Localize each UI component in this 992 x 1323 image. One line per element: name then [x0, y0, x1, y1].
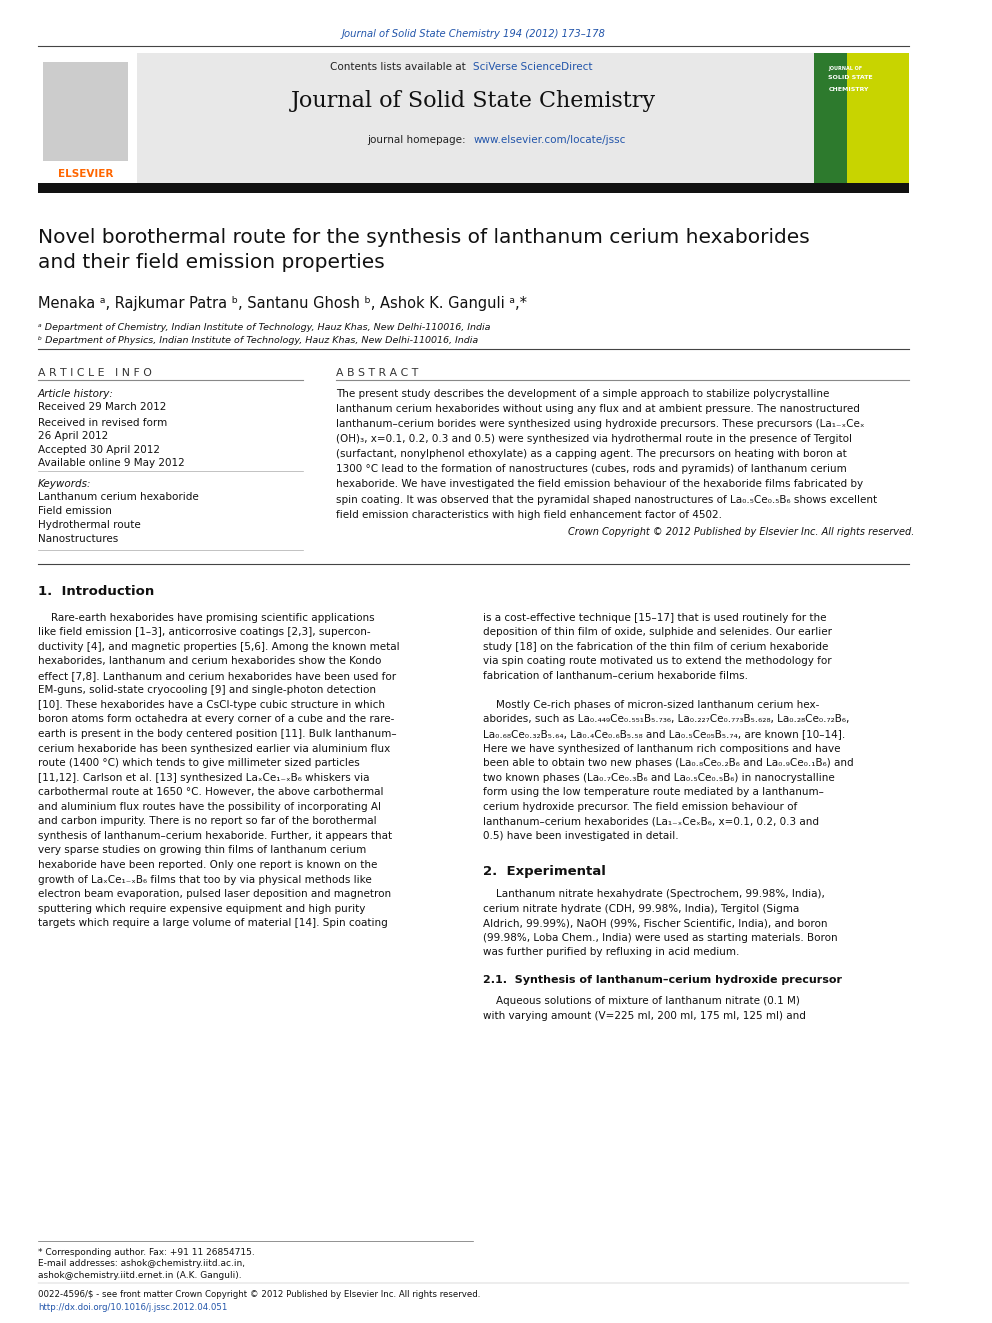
Text: Nanostructures: Nanostructures: [38, 533, 118, 544]
Text: cerium hydroxide precursor. The field emission behaviour of: cerium hydroxide precursor. The field em…: [483, 802, 798, 812]
Text: E-mail addresses: ashok@chemistry.iitd.ac.in,: E-mail addresses: ashok@chemistry.iitd.a…: [38, 1259, 245, 1269]
Text: hexaboride have been reported. Only one report is known on the: hexaboride have been reported. Only one …: [38, 860, 377, 871]
Text: lanthanum cerium hexaborides without using any flux and at ambient pressure. The: lanthanum cerium hexaborides without usi…: [336, 404, 860, 414]
Text: Crown Copyright © 2012 Published by Elsevier Inc. All rights reserved.: Crown Copyright © 2012 Published by Else…: [568, 528, 915, 537]
Text: (99.98%, Loba Chem., India) were used as starting materials. Boron: (99.98%, Loba Chem., India) were used as…: [483, 933, 837, 943]
Text: Field emission: Field emission: [38, 505, 112, 516]
Text: journal homepage:: journal homepage:: [367, 135, 468, 146]
Text: Journal of Solid State Chemistry: Journal of Solid State Chemistry: [291, 90, 656, 112]
Text: www.elsevier.com/locate/jssc: www.elsevier.com/locate/jssc: [473, 135, 626, 146]
Text: Accepted 30 April 2012: Accepted 30 April 2012: [38, 445, 160, 455]
Text: like field emission [1–3], anticorrosive coatings [2,3], supercon-: like field emission [1–3], anticorrosive…: [38, 627, 370, 638]
Text: Contents lists available at: Contents lists available at: [329, 62, 468, 73]
Text: ashok@chemistry.iitd.ernet.in (A.K. Ganguli).: ashok@chemistry.iitd.ernet.in (A.K. Gang…: [38, 1271, 241, 1281]
Text: SciVerse ScienceDirect: SciVerse ScienceDirect: [473, 62, 593, 73]
Text: ductivity [4], and magnetic properties [5,6]. Among the known metal: ductivity [4], and magnetic properties […: [38, 642, 400, 652]
FancyBboxPatch shape: [43, 62, 128, 161]
Text: Lanthanum nitrate hexahydrate (Spectrochem, 99.98%, India),: Lanthanum nitrate hexahydrate (Spectroch…: [483, 889, 824, 900]
Text: Lanthanum cerium hexaboride: Lanthanum cerium hexaboride: [38, 492, 198, 503]
Text: and carbon impurity. There is no report so far of the borothermal: and carbon impurity. There is no report …: [38, 816, 377, 827]
Text: EM-guns, solid-state cryocooling [9] and single-photon detection: EM-guns, solid-state cryocooling [9] and…: [38, 685, 376, 696]
Text: hexaboride. We have investigated the field emission behaviour of the hexaboride : hexaboride. We have investigated the fie…: [336, 479, 863, 490]
Text: ᵇ Department of Physics, Indian Institute of Technology, Hauz Khas, New Delhi-11: ᵇ Department of Physics, Indian Institut…: [38, 336, 478, 345]
Text: La₀.₆₈Ce₀.₃₂B₅.₆₄, La₀.₄Ce₀.₆B₅.₅₈ and La₀.₅Ce₀₅B₅.₇₄, are known [10–14].: La₀.₆₈Ce₀.₃₂B₅.₆₄, La₀.₄Ce₀.₆B₅.₅₈ and L…: [483, 729, 845, 740]
Text: SOLID STATE: SOLID STATE: [828, 75, 873, 81]
Text: aborides, such as La₀.₄₄₉Ce₀.₅₅₁B₅.₇₃₆, La₀.₂₂₇Ce₀.₇₇₃B₅.₆₂₈, La₀.₂₈Ce₀.₇₂B₆,: aborides, such as La₀.₄₄₉Ce₀.₅₅₁B₅.₇₃₆, …: [483, 714, 849, 725]
Text: sputtering which require expensive equipment and high purity: sputtering which require expensive equip…: [38, 904, 365, 914]
Text: Received in revised form: Received in revised form: [38, 418, 167, 429]
Text: Novel borothermal route for the synthesis of lanthanum cerium hexaborides
and th: Novel borothermal route for the synthesi…: [38, 228, 809, 271]
FancyBboxPatch shape: [38, 183, 909, 193]
Text: Journal of Solid State Chemistry 194 (2012) 173–178: Journal of Solid State Chemistry 194 (20…: [341, 29, 605, 40]
Text: ELSEVIER: ELSEVIER: [58, 168, 113, 179]
Text: Aqueous solutions of mixture of lanthanum nitrate (0.1 M): Aqueous solutions of mixture of lanthanu…: [483, 996, 800, 1007]
Text: is a cost-effective technique [15–17] that is used routinely for the: is a cost-effective technique [15–17] th…: [483, 613, 826, 623]
Text: Menaka ᵃ, Rajkumar Patra ᵇ, Santanu Ghosh ᵇ, Ashok K. Ganguli ᵃ,*: Menaka ᵃ, Rajkumar Patra ᵇ, Santanu Ghos…: [38, 296, 527, 311]
Text: hexaborides, lanthanum and cerium hexaborides show the Kondo: hexaborides, lanthanum and cerium hexabo…: [38, 656, 381, 667]
Text: [11,12]. Carlson et al. [13] synthesized LaₓCe₁₋ₓB₆ whiskers via: [11,12]. Carlson et al. [13] synthesized…: [38, 773, 369, 783]
Text: Received 29 March 2012: Received 29 March 2012: [38, 402, 167, 413]
Text: synthesis of lanthanum–cerium hexaboride. Further, it appears that: synthesis of lanthanum–cerium hexaboride…: [38, 831, 392, 841]
FancyBboxPatch shape: [137, 53, 814, 183]
Text: growth of LaₓCe₁₋ₓB₆ films that too by via physical methods like: growth of LaₓCe₁₋ₓB₆ films that too by v…: [38, 875, 372, 885]
Text: 1300 °C lead to the formation of nanostructures (cubes, rods and pyramids) of la: 1300 °C lead to the formation of nanostr…: [336, 464, 847, 475]
Text: * Corresponding author. Fax: +91 11 26854715.: * Corresponding author. Fax: +91 11 2685…: [38, 1248, 255, 1257]
Text: via spin coating route motivated us to extend the methodology for: via spin coating route motivated us to e…: [483, 656, 831, 667]
Text: A B S T R A C T: A B S T R A C T: [336, 368, 419, 378]
Text: earth is present in the body centered position [11]. Bulk lanthanum–: earth is present in the body centered po…: [38, 729, 397, 740]
FancyBboxPatch shape: [38, 53, 137, 183]
Text: ᵃ Department of Chemistry, Indian Institute of Technology, Hauz Khas, New Delhi-: ᵃ Department of Chemistry, Indian Instit…: [38, 323, 490, 332]
Text: (OH)₃, x=0.1, 0.2, 0.3 and 0.5) were synthesized via hydrothermal route in the p: (OH)₃, x=0.1, 0.2, 0.3 and 0.5) were syn…: [336, 434, 852, 445]
Text: was further purified by refluxing in acid medium.: was further purified by refluxing in aci…: [483, 947, 739, 958]
Text: 1.  Introduction: 1. Introduction: [38, 585, 154, 598]
Text: route (1400 °C) which tends to give millimeter sized particles: route (1400 °C) which tends to give mill…: [38, 758, 360, 769]
Text: lanthanum–cerium borides were synthesized using hydroxide precursors. These prec: lanthanum–cerium borides were synthesize…: [336, 419, 865, 429]
Text: Article history:: Article history:: [38, 389, 114, 400]
Text: targets which require a large volume of material [14]. Spin coating: targets which require a large volume of …: [38, 918, 388, 929]
Text: Keywords:: Keywords:: [38, 479, 91, 490]
Text: Rare-earth hexaborides have promising scientific applications: Rare-earth hexaborides have promising sc…: [38, 613, 375, 623]
Text: Here we have synthesized of lanthanum rich compositions and have: Here we have synthesized of lanthanum ri…: [483, 744, 840, 754]
Text: electron beam evaporation, pulsed laser deposition and magnetron: electron beam evaporation, pulsed laser …: [38, 889, 391, 900]
Text: 26 April 2012: 26 April 2012: [38, 431, 108, 442]
Text: boron atoms form octahedra at every corner of a cube and the rare-: boron atoms form octahedra at every corn…: [38, 714, 394, 725]
Text: fabrication of lanthanum–cerium hexaboride films.: fabrication of lanthanum–cerium hexabori…: [483, 671, 748, 681]
Text: study [18] on the fabrication of the thin film of cerium hexaboride: study [18] on the fabrication of the thi…: [483, 642, 828, 652]
Text: 0022-4596/$ - see front matter Crown Copyright © 2012 Published by Elsevier Inc.: 0022-4596/$ - see front matter Crown Cop…: [38, 1290, 480, 1299]
Text: Hydrothermal route: Hydrothermal route: [38, 520, 141, 531]
Text: deposition of thin film of oxide, sulphide and selenides. Our earlier: deposition of thin film of oxide, sulphi…: [483, 627, 832, 638]
Text: 2.1.  Synthesis of lanthanum–cerium hydroxide precursor: 2.1. Synthesis of lanthanum–cerium hydro…: [483, 975, 842, 986]
Text: with varying amount (V=225 ml, 200 ml, 175 ml, 125 ml) and: with varying amount (V=225 ml, 200 ml, 1…: [483, 1011, 806, 1021]
FancyBboxPatch shape: [847, 53, 909, 183]
Text: two known phases (La₀.₇Ce₀.₃B₆ and La₀.₅Ce₀.₅B₆) in nanocrystalline: two known phases (La₀.₇Ce₀.₃B₆ and La₀.₅…: [483, 773, 834, 783]
Text: carbothermal route at 1650 °C. However, the above carbothermal: carbothermal route at 1650 °C. However, …: [38, 787, 383, 798]
Text: been able to obtain two new phases (La₀.₈Ce₀.₂B₆ and La₀.₉Ce₀.₁B₆) and: been able to obtain two new phases (La₀.…: [483, 758, 853, 769]
Text: A R T I C L E   I N F O: A R T I C L E I N F O: [38, 368, 152, 378]
Text: very sparse studies on growing thin films of lanthanum cerium: very sparse studies on growing thin film…: [38, 845, 366, 856]
Text: 2.  Experimental: 2. Experimental: [483, 865, 606, 878]
Text: http://dx.doi.org/10.1016/j.jssc.2012.04.051: http://dx.doi.org/10.1016/j.jssc.2012.04…: [38, 1303, 227, 1312]
Text: (surfactant, nonylphenol ethoxylate) as a capping agent. The precursors on heati: (surfactant, nonylphenol ethoxylate) as …: [336, 450, 847, 459]
Text: form using the low temperature route mediated by a lanthanum–: form using the low temperature route med…: [483, 787, 823, 798]
Text: JOURNAL OF: JOURNAL OF: [828, 66, 862, 71]
Text: and aluminium flux routes have the possibility of incorporating Al: and aluminium flux routes have the possi…: [38, 802, 381, 812]
Text: CHEMISTRY: CHEMISTRY: [828, 87, 869, 93]
Text: cerium nitrate hydrate (CDH, 99.98%, India), Tergitol (Sigma: cerium nitrate hydrate (CDH, 99.98%, Ind…: [483, 904, 800, 914]
Text: effect [7,8]. Lanthanum and cerium hexaborides have been used for: effect [7,8]. Lanthanum and cerium hexab…: [38, 671, 396, 681]
Text: lanthanum–cerium hexaborides (La₁₋ₓCeₓB₆, x=0.1, 0.2, 0.3 and: lanthanum–cerium hexaborides (La₁₋ₓCeₓB₆…: [483, 816, 818, 827]
Text: Available online 9 May 2012: Available online 9 May 2012: [38, 458, 185, 468]
Text: 0.5) have been investigated in detail.: 0.5) have been investigated in detail.: [483, 831, 679, 841]
Text: field emission characteristics with high field enhancement factor of 4502.: field emission characteristics with high…: [336, 509, 722, 520]
Text: cerium hexaboride has been synthesized earlier via aluminium flux: cerium hexaboride has been synthesized e…: [38, 744, 390, 754]
FancyBboxPatch shape: [814, 53, 909, 183]
Text: spin coating. It was observed that the pyramidal shaped nanostructures of La₀.₅C: spin coating. It was observed that the p…: [336, 495, 877, 504]
Text: Mostly Ce-rich phases of micron-sized lanthanum cerium hex-: Mostly Ce-rich phases of micron-sized la…: [483, 700, 819, 710]
Text: Aldrich, 99.99%), NaOH (99%, Fischer Scientific, India), and boron: Aldrich, 99.99%), NaOH (99%, Fischer Sci…: [483, 918, 827, 929]
Text: The present study describes the development of a simple approach to stabilize po: The present study describes the developm…: [336, 389, 829, 400]
Text: [10]. These hexaborides have a CsCl-type cubic structure in which: [10]. These hexaborides have a CsCl-type…: [38, 700, 385, 710]
